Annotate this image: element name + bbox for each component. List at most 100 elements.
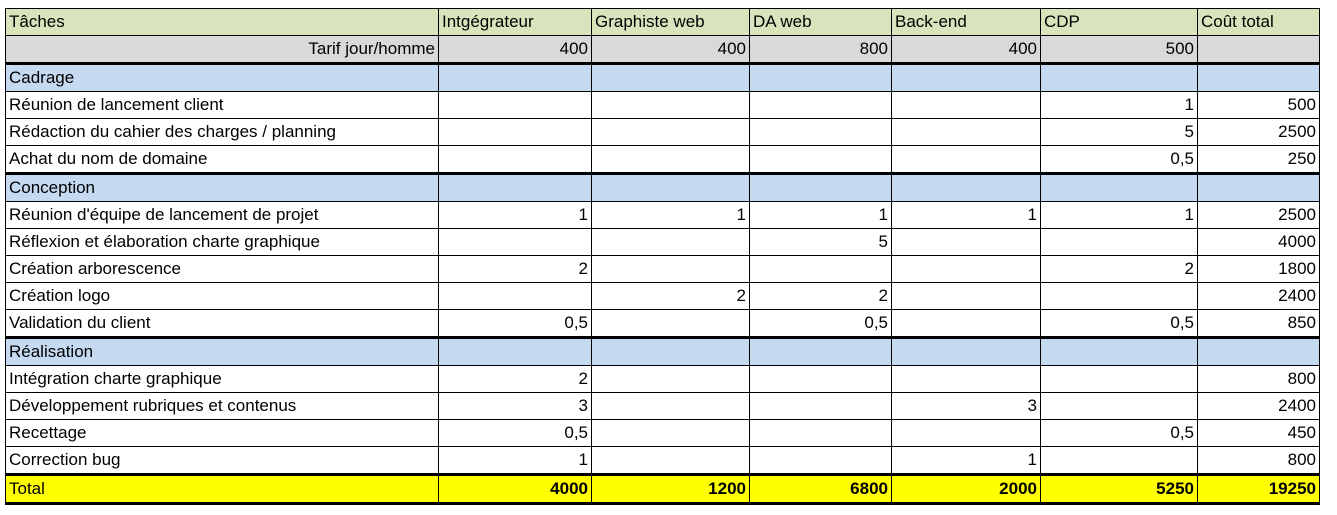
total-label-cell[interactable]: Total [5, 474, 439, 504]
value-cell[interactable] [591, 446, 750, 475]
value-cell[interactable] [891, 118, 1041, 146]
value-cell[interactable] [891, 228, 1041, 256]
task-name-cell[interactable]: Réunion d'équipe de lancement de projet [5, 201, 439, 229]
section-empty-cell[interactable] [1040, 337, 1198, 366]
value-cell[interactable] [591, 365, 750, 393]
value-cell[interactable] [591, 419, 750, 447]
value-cell[interactable]: 4000 [1197, 228, 1320, 256]
value-cell[interactable] [591, 145, 750, 174]
section-empty-cell[interactable] [1197, 337, 1320, 366]
rate-cell[interactable]: 400 [891, 35, 1041, 64]
value-cell[interactable] [438, 282, 592, 310]
value-cell[interactable]: 5 [749, 228, 892, 256]
section-empty-cell[interactable] [1197, 63, 1320, 92]
task-name-cell[interactable]: Achat du nom de domaine [5, 145, 439, 174]
value-cell[interactable]: 1 [891, 446, 1041, 475]
value-cell[interactable] [591, 91, 750, 119]
section-empty-cell[interactable] [891, 173, 1041, 202]
total-cell[interactable]: 4000 [438, 474, 592, 504]
value-cell[interactable]: 1 [891, 201, 1041, 229]
value-cell[interactable]: 0,5 [1040, 145, 1198, 174]
value-cell[interactable] [749, 365, 892, 393]
value-cell[interactable] [1040, 365, 1198, 393]
value-cell[interactable]: 850 [1197, 309, 1320, 338]
value-cell[interactable]: 2400 [1197, 282, 1320, 310]
value-cell[interactable]: 450 [1197, 419, 1320, 447]
value-cell[interactable]: 800 [1197, 365, 1320, 393]
value-cell[interactable] [1040, 282, 1198, 310]
header-cell[interactable]: Graphiste web [591, 8, 750, 36]
value-cell[interactable]: 0,5 [1040, 419, 1198, 447]
rate-cell[interactable]: 400 [591, 35, 750, 64]
value-cell[interactable] [438, 118, 592, 146]
value-cell[interactable]: 3 [891, 392, 1041, 420]
value-cell[interactable] [749, 255, 892, 283]
section-empty-cell[interactable] [749, 337, 892, 366]
value-cell[interactable]: 1 [438, 446, 592, 475]
section-empty-cell[interactable] [591, 173, 750, 202]
section-empty-cell[interactable] [749, 173, 892, 202]
value-cell[interactable] [438, 145, 592, 174]
value-cell[interactable]: 800 [1197, 446, 1320, 475]
rate-cell[interactable]: 400 [438, 35, 592, 64]
total-cell[interactable]: 2000 [891, 474, 1041, 504]
task-name-cell[interactable]: Correction bug [5, 446, 439, 475]
value-cell[interactable] [891, 91, 1041, 119]
rate-cell[interactable]: 800 [749, 35, 892, 64]
value-cell[interactable] [749, 419, 892, 447]
section-empty-cell[interactable] [891, 63, 1041, 92]
value-cell[interactable]: 1 [591, 201, 750, 229]
value-cell[interactable]: 1800 [1197, 255, 1320, 283]
value-cell[interactable] [891, 145, 1041, 174]
task-name-cell[interactable]: Validation du client [5, 309, 439, 338]
value-cell[interactable]: 0,5 [749, 309, 892, 338]
total-cell[interactable]: 19250 [1197, 474, 1320, 504]
rate-cell[interactable]: 500 [1040, 35, 1198, 64]
total-cell[interactable]: 6800 [749, 474, 892, 504]
value-cell[interactable] [591, 392, 750, 420]
header-cell[interactable]: DA web [749, 8, 892, 36]
section-empty-cell[interactable] [438, 337, 592, 366]
task-name-cell[interactable]: Intégration charte graphique [5, 365, 439, 393]
section-empty-cell[interactable] [1040, 173, 1198, 202]
value-cell[interactable]: 0,5 [438, 419, 592, 447]
section-empty-cell[interactable] [438, 63, 592, 92]
value-cell[interactable]: 2 [749, 282, 892, 310]
section-title-cell[interactable]: Conception [5, 173, 439, 202]
value-cell[interactable] [891, 365, 1041, 393]
value-cell[interactable] [591, 118, 750, 146]
value-cell[interactable]: 2500 [1197, 118, 1320, 146]
value-cell[interactable]: 1 [438, 201, 592, 229]
section-empty-cell[interactable] [749, 63, 892, 92]
section-title-cell[interactable]: Réalisation [5, 337, 439, 366]
section-empty-cell[interactable] [438, 173, 592, 202]
rate-label-cell[interactable]: Tarif jour/homme [5, 35, 439, 64]
value-cell[interactable]: 2 [1040, 255, 1198, 283]
header-cell[interactable]: Intgégrateur [438, 8, 592, 36]
value-cell[interactable] [1040, 228, 1198, 256]
value-cell[interactable]: 2 [438, 365, 592, 393]
task-name-cell[interactable]: Développement rubriques et contenus [5, 392, 439, 420]
rate-cell[interactable] [1197, 35, 1320, 64]
section-title-cell[interactable]: Cadrage [5, 63, 439, 92]
value-cell[interactable] [749, 446, 892, 475]
task-name-cell[interactable]: Création logo [5, 282, 439, 310]
value-cell[interactable]: 1 [749, 201, 892, 229]
value-cell[interactable] [749, 118, 892, 146]
value-cell[interactable]: 500 [1197, 91, 1320, 119]
value-cell[interactable] [749, 392, 892, 420]
value-cell[interactable] [1040, 392, 1198, 420]
total-cell[interactable]: 1200 [591, 474, 750, 504]
task-name-cell[interactable]: Recettage [5, 419, 439, 447]
value-cell[interactable]: 3 [438, 392, 592, 420]
value-cell[interactable]: 1 [1040, 201, 1198, 229]
header-cell[interactable]: Coût total [1197, 8, 1320, 36]
value-cell[interactable]: 1 [1040, 91, 1198, 119]
section-empty-cell[interactable] [891, 337, 1041, 366]
value-cell[interactable] [438, 91, 592, 119]
section-empty-cell[interactable] [1040, 63, 1198, 92]
header-cell[interactable]: Tâches [5, 8, 439, 36]
value-cell[interactable] [891, 309, 1041, 338]
value-cell[interactable]: 5 [1040, 118, 1198, 146]
value-cell[interactable] [591, 309, 750, 338]
